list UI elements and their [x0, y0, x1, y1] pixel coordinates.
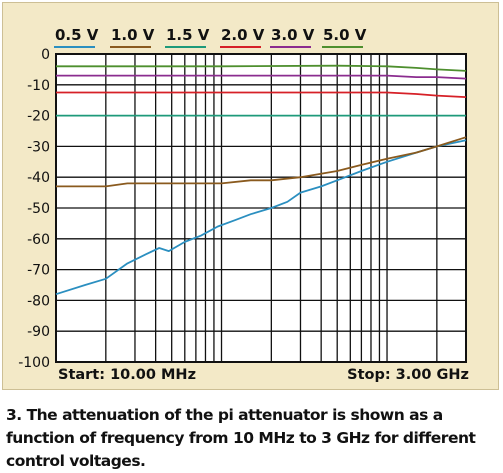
series-line	[56, 74, 467, 80]
legend-label: 2.0 V	[221, 26, 265, 44]
legend-label: 5.0 V	[323, 26, 367, 44]
legend-label: 0.5 V	[55, 26, 99, 44]
series-line	[56, 64, 467, 72]
y-tick-label: -60	[27, 232, 50, 248]
y-tick-label: -80	[27, 293, 50, 309]
series-line	[55, 139, 467, 296]
legend-label: 3.0 V	[271, 26, 315, 44]
legend-label: 1.5 V	[166, 26, 210, 44]
y-tick-label: -30	[27, 139, 50, 155]
chart-panel: 0 -10 -20 -30 -40 -50 -60 -70 -80 -90 -100 0.5 V 1.0…	[2, 2, 499, 390]
series-line	[56, 136, 467, 188]
y-tick-label: -10	[27, 78, 50, 94]
y-tick-label: -70	[27, 263, 50, 279]
figure-caption: 3. The attenuation of the pi attenuator …	[6, 406, 476, 470]
y-tick-label: -40	[27, 170, 50, 186]
y-tick-label: 0	[41, 47, 50, 63]
y-tick-label: -50	[27, 201, 50, 217]
legend-label: 1.0 V	[111, 26, 155, 44]
attenuation-chart: 0 -10 -20 -30 -40 -50 -60 -70 -80 -90 -100 0.5 V 1.0…	[18, 26, 469, 383]
series-line	[56, 91, 467, 98]
stop-label: Stop: 3.00 GHz	[347, 367, 469, 383]
y-tick-label: -100	[18, 355, 50, 371]
start-label: Start: 10.00 MHz	[58, 367, 196, 383]
y-tick-label: -90	[27, 324, 50, 340]
y-tick-label: -20	[27, 109, 50, 125]
